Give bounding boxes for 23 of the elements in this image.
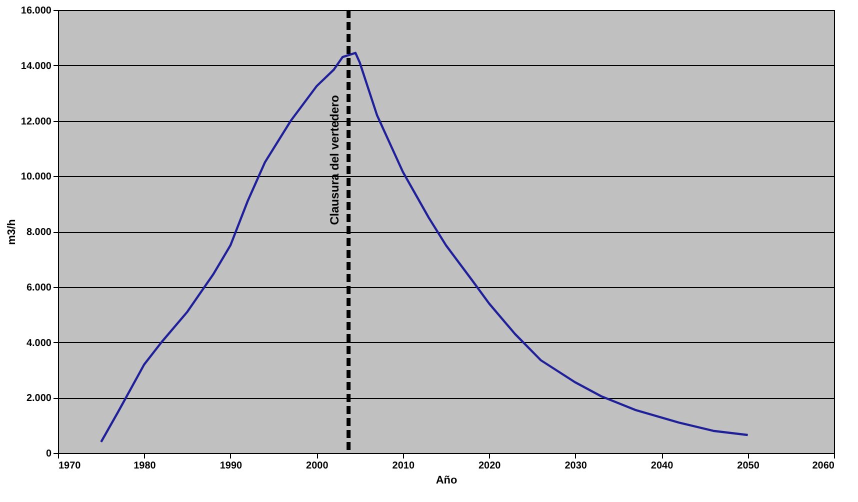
x-tick-label: 2060 — [812, 460, 835, 472]
y-tick-label: 16.000 — [20, 6, 52, 16]
x-tick-label: 1970 — [58, 460, 82, 472]
x-axis-title: Año — [436, 474, 458, 486]
x-tick-label: 2030 — [564, 460, 588, 472]
y-tick-label: 14.000 — [20, 60, 52, 72]
x-tick-label: 2050 — [737, 460, 760, 472]
y-tick-label: 4.000 — [26, 338, 52, 349]
y-axis-title: m3/h — [6, 218, 18, 245]
ref-line-label: Clausura del vertedero — [328, 94, 342, 226]
x-tick-label: 1980 — [134, 460, 156, 472]
x-tick-label: 2040 — [650, 460, 674, 472]
y-tick-label: 0 — [46, 448, 52, 460]
x-tick-label: 1990 — [220, 460, 243, 472]
y-tick-label: 2.000 — [26, 393, 52, 404]
x-tick-label: 2000 — [306, 460, 329, 472]
y-tick-label: 10.000 — [20, 172, 52, 183]
line-series — [100, 52, 749, 444]
y-tick-label: 8.000 — [26, 227, 52, 238]
x-tick-label: 2010 — [392, 460, 415, 472]
y-tick-label: 6.000 — [26, 282, 52, 294]
x-tick-label: 2020 — [478, 460, 502, 472]
y-tick-label: 12.000 — [20, 116, 52, 128]
